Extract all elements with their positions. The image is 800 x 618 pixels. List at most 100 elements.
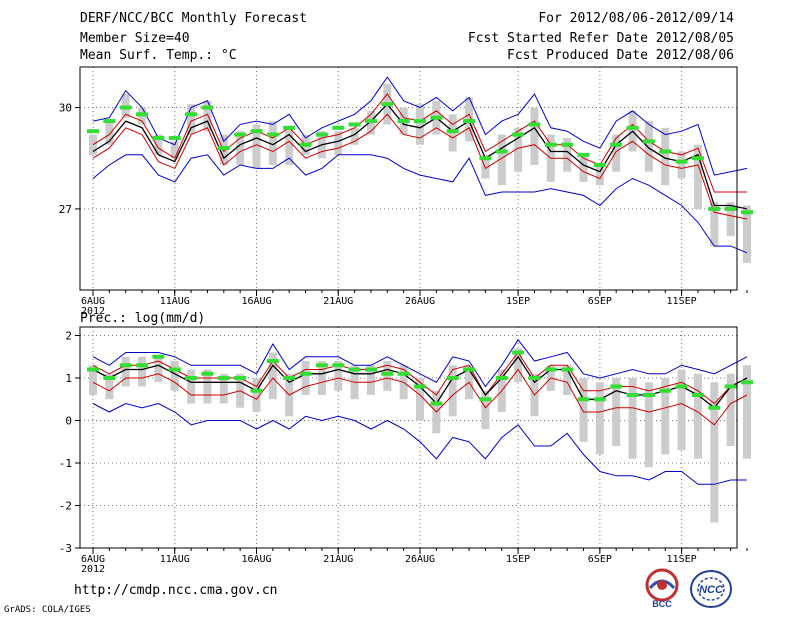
prec-median-marker	[561, 367, 574, 372]
grads-credit: GrADS: COLA/IGES	[4, 605, 91, 615]
temp-max-line	[92, 76, 748, 176]
prec-median-marker	[201, 371, 214, 376]
temp-median-marker	[397, 119, 410, 124]
prec-xtick-label: 1SEP	[506, 554, 530, 565]
temp-median-marker	[577, 152, 590, 157]
temp-median-marker	[250, 129, 263, 134]
temp-median-marker	[299, 142, 312, 147]
prec-median-marker	[364, 367, 377, 372]
prec-member-bar	[693, 373, 702, 459]
temp-xtick-label: 21AUG	[323, 296, 353, 307]
ncc-logo: NCC	[690, 570, 732, 608]
prec-median-marker	[152, 354, 165, 359]
temp-member-bar	[154, 134, 163, 155]
prec-member-bar	[89, 365, 97, 395]
prec-xtick-label: 26AUG	[405, 554, 435, 565]
temp-member-bar	[530, 107, 539, 165]
temp-median-marker	[430, 115, 443, 120]
temp-member-bar	[661, 127, 670, 186]
prec-min-line	[92, 402, 747, 485]
prec-member-bar	[317, 361, 326, 395]
temp-median-marker	[283, 125, 296, 130]
prec-ytick-label: 1	[65, 372, 72, 385]
temp-median-marker	[463, 119, 476, 124]
prec-median-marker	[87, 367, 99, 372]
prec-median-marker	[463, 367, 476, 372]
temp-member-bar	[595, 164, 604, 186]
prec-xtick-label: 11AUG	[160, 554, 190, 565]
temp-median-marker	[642, 139, 655, 144]
temp-member-bar	[170, 141, 179, 159]
prec-member-bar	[187, 369, 196, 404]
temp-median-marker	[87, 129, 99, 134]
prec-median-marker	[348, 367, 361, 372]
prec-median-marker	[528, 376, 541, 380]
temp-member-bar	[285, 127, 294, 165]
prec-ytick-label: -1	[59, 457, 72, 470]
prec-ytick-label: -3	[59, 542, 72, 555]
prec-xtick-label: 2012	[81, 564, 105, 575]
temp-median-marker	[544, 142, 557, 147]
temp-member-bar	[350, 127, 359, 145]
source-url[interactable]: http://cmdp.ncc.cma.gov.cn	[74, 583, 278, 598]
temp-median-marker	[266, 132, 279, 137]
prec-median-marker	[299, 371, 312, 376]
prec-member-bar	[252, 378, 261, 412]
prec-median-marker	[266, 359, 279, 363]
temp-median-marker	[168, 135, 181, 140]
temp-member-bar	[268, 121, 277, 165]
temp-median-marker	[364, 119, 377, 124]
prec-median-marker	[381, 371, 394, 376]
temp-member-bar	[334, 131, 343, 155]
temp-member-bar	[726, 202, 735, 236]
prec-median-marker	[593, 397, 606, 402]
prec-ytick-label: -2	[59, 500, 72, 513]
temp-median-marker	[217, 146, 230, 151]
prec-median-marker	[446, 376, 459, 380]
prec-median-marker	[119, 363, 132, 368]
temp-xtick-label: 6AUG	[81, 296, 105, 307]
temp-median-marker	[152, 135, 165, 140]
prec-upper-line	[92, 351, 748, 405]
prec-xtick-label: 11SEP	[667, 554, 697, 565]
prec-member-bar	[661, 378, 670, 455]
temp-member-bar	[481, 154, 490, 179]
prec-member-bar	[595, 382, 604, 455]
temp-median-marker	[528, 122, 541, 127]
prec-member-bar	[105, 373, 114, 400]
prec-median-marker	[332, 363, 345, 368]
temp-member-bar	[105, 121, 114, 145]
temp-median-marker	[708, 206, 721, 211]
temp-median-marker	[495, 149, 508, 154]
prec-member-bar	[481, 390, 490, 429]
temp-member-bar	[563, 137, 572, 172]
temp-median-marker	[561, 142, 574, 147]
prec-member-bar	[644, 382, 653, 468]
prec-median-marker	[642, 393, 655, 397]
temp-median-marker	[610, 142, 623, 147]
prec-xtick-label: 16AUG	[241, 554, 271, 565]
temp-min-line	[92, 154, 748, 254]
prec-xtick-label: 6AUG	[81, 554, 105, 565]
prec-member-bar	[154, 356, 163, 383]
temp-xtick-label: 11AUG	[160, 296, 190, 307]
temp-member-bar	[514, 127, 523, 172]
prec-median-marker	[610, 384, 623, 389]
temp-median-marker	[119, 105, 132, 110]
temp-member-bar	[579, 154, 588, 182]
temp-median-marker	[741, 210, 753, 215]
prec-member-bar	[121, 356, 130, 387]
temp-xtick-label: 1SEP	[506, 296, 530, 307]
prec-median-marker	[495, 376, 508, 380]
header-right-1: For 2012/08/06-2012/09/14	[538, 11, 734, 26]
temp-xtick-label: 11SEP	[667, 296, 697, 307]
bcc-logo: BCC	[645, 568, 679, 608]
prec-median-marker	[724, 384, 737, 389]
prec-xtick-label: 21AUG	[323, 554, 353, 565]
prec-member-bar	[628, 378, 637, 459]
temp-member-bar	[693, 144, 702, 209]
prec-median-marker	[136, 363, 149, 368]
temp-member-bar	[612, 134, 621, 172]
temp-lower-line	[92, 113, 748, 220]
